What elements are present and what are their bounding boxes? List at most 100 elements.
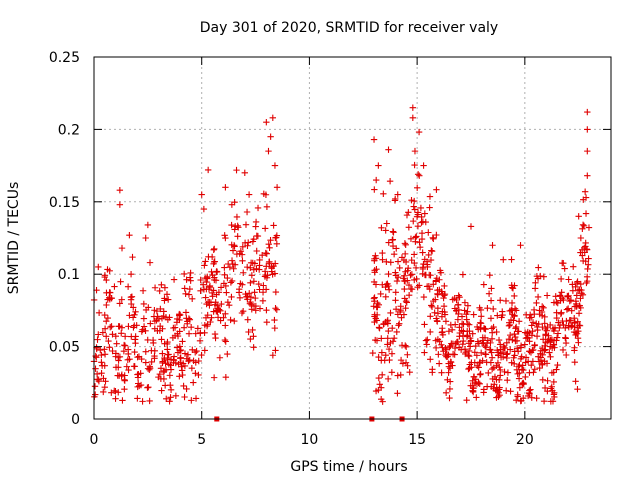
data-point: [493, 328, 500, 336]
data-point: [580, 196, 587, 203]
data-point: [157, 365, 165, 372]
data-point: [101, 351, 109, 358]
data-point: [417, 204, 425, 212]
data-point: [176, 373, 183, 380]
data-point: [144, 336, 151, 344]
data-point: [515, 318, 523, 325]
data-point: [536, 307, 543, 314]
data-point: [390, 250, 398, 258]
data-point: [486, 271, 493, 279]
data-point: [428, 302, 435, 309]
data-point: [576, 286, 583, 293]
data-point: [127, 270, 135, 278]
data-point: [134, 380, 142, 387]
data-point: [392, 305, 400, 313]
data-point: [396, 264, 403, 272]
chart-title: Day 301 of 2020, SRMTID for receiver val…: [200, 20, 498, 36]
data-point: [98, 351, 105, 359]
data-point: [378, 371, 386, 378]
data-point: [211, 258, 218, 265]
data-point: [577, 280, 584, 288]
data-point: [575, 213, 582, 220]
data-point: [163, 291, 171, 298]
data-point: [263, 203, 271, 211]
data-point: [106, 289, 113, 296]
data-point: [490, 305, 497, 313]
data-point: [172, 392, 180, 400]
data-point: [213, 308, 220, 315]
data-point: [176, 311, 184, 319]
data-point: [385, 270, 392, 278]
data-point: [139, 287, 147, 294]
data-point: [493, 376, 500, 383]
data-point: [571, 314, 578, 322]
data-point: [385, 345, 393, 353]
data-point: [551, 344, 558, 351]
data-point: [403, 299, 410, 306]
data-point: [158, 281, 165, 289]
data-point: [524, 392, 532, 400]
data-point: [503, 351, 510, 358]
data-point: [526, 338, 533, 345]
data-point: [480, 281, 488, 288]
data-point: [203, 322, 211, 330]
data-point: [569, 281, 576, 288]
data-point: [480, 339, 487, 347]
data-point: [262, 286, 270, 293]
data-point: [177, 346, 185, 354]
data-point: [540, 397, 548, 405]
data-point: [404, 267, 411, 274]
data-point: [249, 238, 257, 245]
data-point: [269, 114, 276, 122]
data-point: [378, 335, 385, 342]
data-point: [375, 301, 383, 309]
data-point: [134, 395, 141, 402]
data-point: [554, 330, 562, 337]
data-point: [244, 263, 251, 271]
data-point: [476, 371, 484, 378]
data-point: [102, 378, 109, 385]
data-point: [183, 385, 190, 393]
data-point: [528, 394, 535, 401]
data-point: [195, 371, 202, 379]
data-point: [227, 316, 234, 324]
data-point: [181, 285, 188, 292]
data-point: [578, 290, 585, 297]
data-point: [421, 271, 429, 279]
data-point: [531, 285, 539, 292]
data-point: [224, 298, 232, 306]
data-point: [228, 221, 235, 229]
data-point: [456, 294, 463, 301]
data-point: [573, 279, 581, 287]
data-point: [137, 381, 145, 389]
data-point: [401, 285, 408, 293]
data-point: [189, 295, 196, 303]
data-point: [221, 271, 228, 278]
data-point: [473, 352, 481, 359]
data-point: [179, 338, 186, 345]
data-point: [401, 250, 409, 258]
data-point: [456, 324, 463, 331]
data-point: [395, 322, 402, 329]
data-point: [579, 225, 586, 233]
data-point: [224, 350, 231, 358]
data-point: [231, 226, 238, 233]
data-point: [182, 309, 190, 316]
data-point: [194, 325, 202, 332]
data-point: [544, 377, 551, 384]
data-point: [389, 242, 397, 250]
data-point: [104, 314, 112, 322]
x-tick-label: 20: [516, 432, 534, 448]
data-point: [511, 313, 518, 320]
data-point: [379, 249, 386, 257]
data-point: [548, 369, 556, 376]
data-point: [464, 308, 471, 315]
data-point: [388, 369, 396, 376]
data-point: [478, 340, 486, 347]
data-point: [375, 353, 382, 361]
data-point: [415, 282, 423, 289]
data-point: [192, 330, 199, 337]
data-point: [526, 314, 533, 322]
data-point: [433, 186, 440, 193]
data-point: [228, 257, 236, 264]
